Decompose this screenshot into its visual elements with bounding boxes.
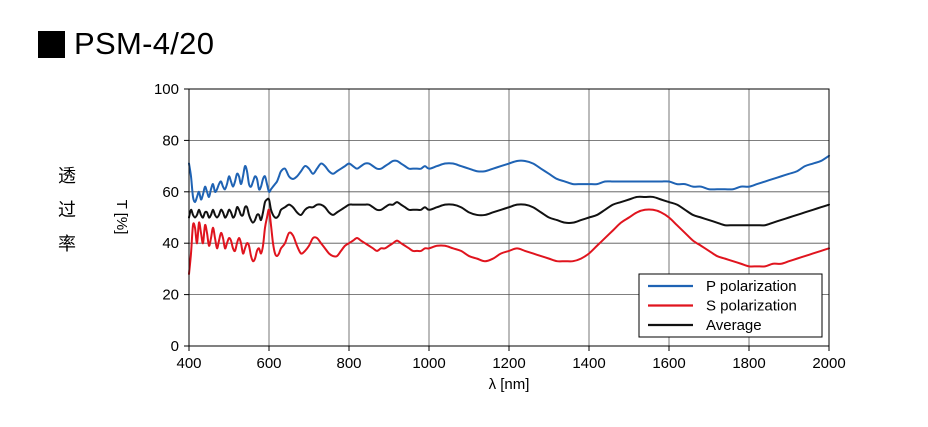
series-line-average (188, 195, 830, 227)
y-tick-label: 40 (162, 235, 179, 252)
y-tick-label: 80 (162, 132, 179, 149)
y-tick-label: 100 (154, 81, 179, 98)
legend: P polarization S polarization Average (638, 273, 823, 338)
x-tick-label: 1600 (652, 355, 685, 372)
legend-label-average: Average (706, 317, 762, 334)
x-tick-label: 1000 (412, 355, 445, 372)
grid (189, 89, 829, 346)
side-label-char: 过 (58, 200, 76, 221)
side-label: 透 过 率 (52, 160, 82, 262)
y-tick-label: 20 (162, 287, 179, 304)
x-tick-label: 400 (176, 355, 201, 372)
y-tick-label: 0 (171, 338, 179, 355)
x-tick-label: 800 (336, 355, 361, 372)
axis-ticks: 400 600 800 1000 1200 1400 1600 1800 2000 0 20 40 60… (154, 81, 846, 372)
black-square-icon (38, 30, 65, 58)
x-tick-label: 2000 (812, 355, 845, 372)
x-tick-label: 1400 (572, 355, 605, 372)
y-axis-label: T [%] (113, 200, 130, 235)
x-axis-label: λ [nm] (489, 376, 530, 393)
x-tick-label: 1800 (732, 355, 765, 372)
side-label-char: 率 (58, 234, 76, 255)
chart-title: PSM-4/20 (74, 26, 215, 61)
y-tick-label: 60 (162, 184, 179, 201)
series-layer (188, 154, 830, 276)
legend-label-s-polarization: S polarization (706, 298, 797, 315)
side-label-char: 透 (58, 166, 76, 187)
chart-heading: PSM-4/20 (38, 24, 214, 64)
legend-label-p-polarization: P polarization (706, 278, 797, 295)
x-tick-label: 1200 (492, 355, 525, 372)
series-line-s-polarization (188, 208, 830, 276)
series-line-p-polarization (188, 154, 830, 204)
x-tick-label: 600 (256, 355, 281, 372)
